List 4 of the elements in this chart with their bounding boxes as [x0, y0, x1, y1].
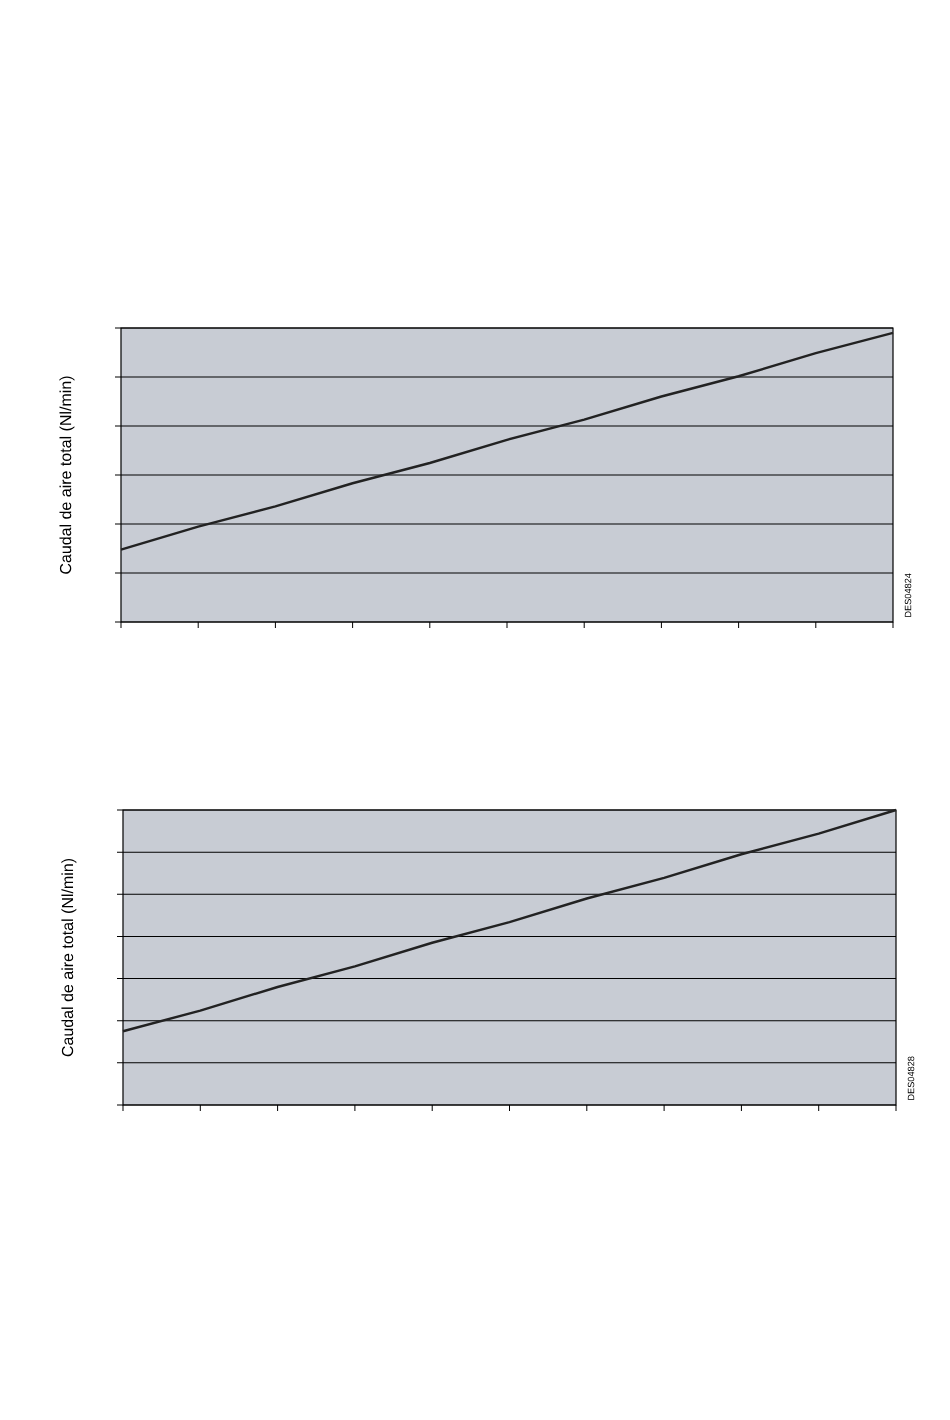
- y-axis-title: Caudal de aire total (Nl/min): [59, 376, 75, 574]
- text: DES04828: [907, 1056, 915, 1100]
- y-axis-title: Caudal de aire total (Nl/min): [61, 858, 77, 1057]
- text: DES04824: [904, 573, 912, 617]
